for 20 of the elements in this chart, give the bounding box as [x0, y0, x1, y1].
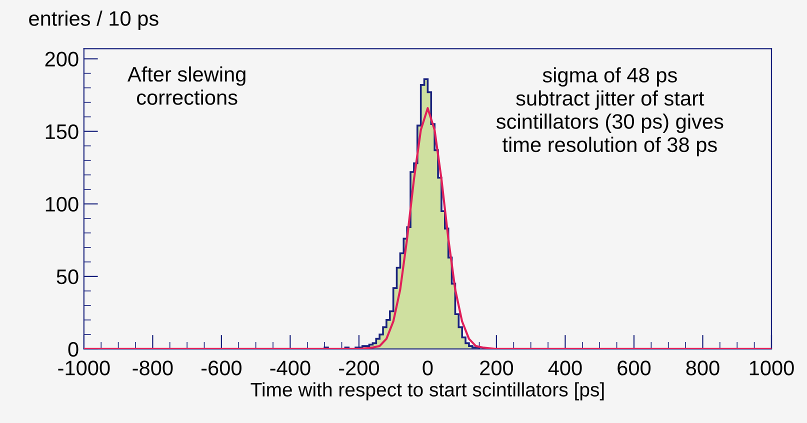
x-tick-label: 0	[422, 360, 433, 376]
x-tick-label: 800	[686, 360, 720, 376]
x-tick-label: -1000	[58, 360, 110, 376]
y-tick-label: 150	[46, 124, 78, 140]
x-tick-label: -600	[202, 360, 242, 376]
y-tick-label: 50	[56, 269, 78, 284]
x-tick-label: 400	[548, 360, 582, 376]
y-tick-label: 200	[45, 52, 78, 67]
y-axis-title: entries / 10 ps	[29, 10, 158, 30]
x-tick-label: -800	[132, 360, 173, 376]
x-axis-title: Time with respect to start scintillators [ps]	[250, 382, 604, 400]
x-tick-label: 1000	[750, 360, 794, 376]
x-tick-label: 200	[480, 360, 514, 376]
annotation: sigma of 48 ps subtract jitter of start scintillators (30 ps) gives time resolution of 38 ps	[496, 67, 724, 156]
y-tick-label: 0	[68, 342, 78, 357]
annotation: After slewing corrections	[127, 66, 246, 105]
x-tick-label: 600	[618, 360, 651, 376]
y-tick-label: 100	[46, 196, 78, 212]
x-tick-label: -400	[270, 360, 310, 376]
x-tick-label: -200	[339, 360, 379, 376]
